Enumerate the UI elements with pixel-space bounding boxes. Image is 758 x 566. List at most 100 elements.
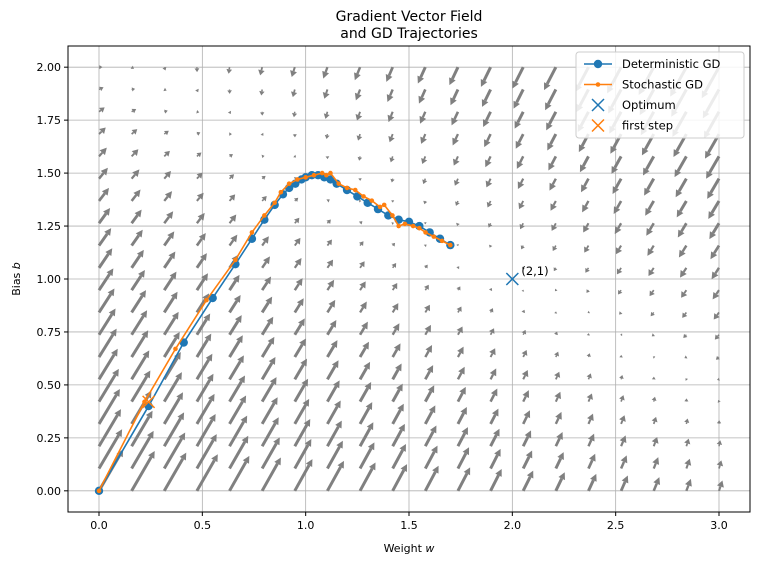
field-arrow-head	[395, 363, 402, 372]
field-arrow-shaft	[424, 287, 428, 291]
field-arrow-shaft	[615, 200, 623, 209]
field-arrow-shaft	[455, 155, 459, 161]
field-arrow-head	[292, 134, 297, 138]
field-arrow-shaft	[130, 315, 145, 336]
field-arrow-shaft	[587, 377, 590, 380]
field-arrow-shaft	[228, 176, 232, 180]
field-arrow-head	[554, 351, 560, 357]
field-arrow-shaft	[195, 298, 207, 314]
field-arrow-shaft	[261, 281, 269, 291]
field-arrow-shaft	[516, 111, 525, 124]
field-arrow-head	[545, 102, 552, 111]
field-arrow-head	[131, 108, 137, 114]
field-arrow-head	[391, 262, 397, 268]
field-arrow-shaft	[587, 419, 592, 425]
field-arrow-shaft	[423, 451, 436, 470]
field-arrow-head	[326, 259, 334, 267]
field-arrow-head	[614, 226, 622, 235]
field-arrow-shaft	[613, 155, 623, 169]
field-arrow-shaft	[387, 66, 394, 77]
field-arrow-shaft	[717, 334, 720, 337]
field-arrow-head	[134, 209, 142, 218]
field-arrow-head	[487, 223, 493, 228]
field-arrow-shaft	[195, 278, 206, 291]
field-arrow-head	[417, 75, 425, 84]
field-arrow-head	[164, 150, 170, 157]
data-point-stochastic	[417, 225, 422, 231]
field-arrow-head	[168, 251, 176, 260]
field-arrow-shaft	[293, 303, 302, 314]
field-arrow-shaft	[517, 133, 525, 144]
field-arrow-shaft	[260, 342, 273, 358]
field-arrow-head	[552, 245, 558, 252]
data-point-stochastic	[96, 488, 102, 494]
field-arrow-shaft	[551, 178, 557, 186]
field-arrow-head	[553, 267, 558, 272]
field-arrow-head	[366, 422, 374, 431]
field-arrow-head	[398, 423, 405, 432]
field-arrow-head	[199, 253, 207, 261]
legend-marker-stochastic	[595, 82, 601, 87]
field-arrow-shaft	[456, 472, 469, 492]
data-point-stochastic	[396, 223, 401, 229]
field-arrow-head	[524, 430, 532, 439]
field-arrow-head	[112, 368, 119, 377]
field-arrow-shaft	[456, 432, 467, 447]
field-arrow-head	[269, 377, 277, 385]
field-arrow-shaft	[130, 295, 144, 314]
field-arrow-head	[261, 154, 265, 159]
field-arrow-shaft	[130, 436, 152, 470]
field-arrow-shaft	[554, 457, 562, 470]
field-arrow-shaft	[358, 447, 373, 470]
field-arrow-shaft	[293, 89, 296, 93]
field-arrow-head	[325, 156, 330, 160]
field-arrow-head	[587, 433, 595, 442]
field-arrow-head	[550, 203, 557, 211]
field-arrow-shaft	[618, 245, 622, 250]
data-point-stochastic	[423, 230, 428, 235]
legend-marker-optimum	[591, 98, 605, 112]
field-arrow-shaft	[98, 88, 101, 91]
field-arrow-head	[512, 80, 519, 89]
field-arrow-head	[521, 266, 525, 270]
field-arrow-head	[262, 236, 269, 244]
field-arrow-shaft	[162, 357, 179, 381]
field-arrow-shaft	[488, 178, 492, 183]
field-arrow-head	[148, 450, 155, 459]
field-arrow-head	[261, 196, 267, 202]
field-arrow-head	[99, 107, 105, 113]
field-arrow-head	[330, 340, 338, 348]
field-arrow-shaft	[549, 133, 558, 145]
field-arrow-shaft	[163, 276, 174, 291]
field-arrow-head	[620, 333, 623, 337]
field-arrow-head	[386, 94, 394, 103]
field-arrow-shaft	[97, 253, 110, 269]
legend-label-first-step: first step	[622, 119, 673, 133]
field-arrow-head	[104, 228, 112, 236]
field-arrow-head	[136, 249, 144, 258]
field-arrow-head	[613, 206, 621, 215]
field-arrow-shaft	[424, 330, 429, 336]
field-arrow-head	[717, 480, 724, 488]
field-arrow-shaft	[260, 462, 279, 492]
field-arrow-head	[328, 299, 336, 308]
field-arrow-shaft	[162, 437, 183, 470]
field-arrow-head	[206, 373, 214, 382]
field-arrow-head	[196, 152, 202, 158]
field-arrow-head	[649, 290, 655, 297]
field-arrow-head	[520, 245, 525, 250]
field-arrow-shaft	[130, 335, 146, 358]
field-arrow-head	[619, 435, 627, 443]
field-arrow-head	[554, 288, 558, 292]
field-arrow-shaft	[652, 483, 658, 492]
x-tick-label: 2.0	[504, 519, 522, 532]
field-arrow-head	[551, 224, 558, 231]
field-arrow-shaft	[709, 177, 721, 194]
field-arrow-shaft	[326, 466, 342, 492]
field-arrow-head	[258, 69, 265, 76]
field-arrow-shaft	[619, 461, 626, 470]
field-arrow-shaft	[515, 88, 525, 103]
field-arrow-shaft	[484, 111, 492, 122]
field-arrow-head	[399, 443, 406, 452]
field-arrow-head	[234, 315, 242, 323]
